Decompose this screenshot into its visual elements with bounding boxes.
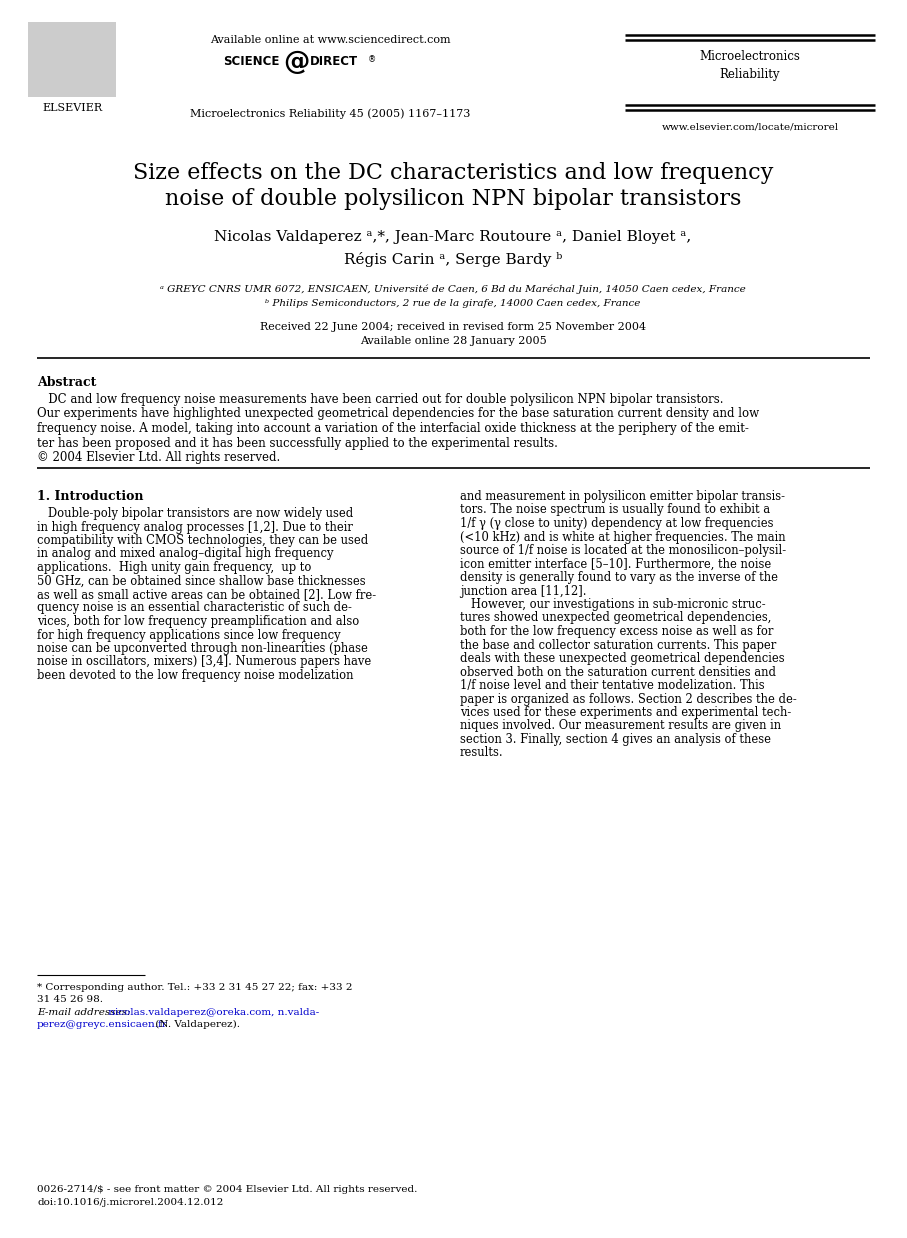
Text: as well as small active areas can be obtained [2]. Low fre-: as well as small active areas can be obt… <box>37 588 376 600</box>
Text: density is generally found to vary as the inverse of the: density is generally found to vary as th… <box>460 571 778 584</box>
Text: junction area [11,12].: junction area [11,12]. <box>460 584 587 598</box>
Text: DC and low frequency noise measurements have been carried out for double polysil: DC and low frequency noise measurements … <box>37 392 724 406</box>
Text: compatibility with CMOS technologies, they can be used: compatibility with CMOS technologies, th… <box>37 534 368 547</box>
Text: in high frequency analog processes [1,2]. Due to their: in high frequency analog processes [1,2]… <box>37 520 353 534</box>
Text: Abstract: Abstract <box>37 376 96 389</box>
Text: paper is organized as follows. Section 2 describes the de-: paper is organized as follows. Section 2… <box>460 692 796 706</box>
Text: ELSEVIER: ELSEVIER <box>42 103 102 113</box>
Text: Microelectronics Reliability 45 (2005) 1167–1173: Microelectronics Reliability 45 (2005) 1… <box>190 108 470 119</box>
Text: 0026-2714/$ - see front matter © 2004 Elsevier Ltd. All rights reserved.: 0026-2714/$ - see front matter © 2004 El… <box>37 1185 417 1193</box>
Text: Available online 28 January 2005: Available online 28 January 2005 <box>359 335 546 345</box>
Text: 31 45 26 98.: 31 45 26 98. <box>37 995 103 1004</box>
Text: results.: results. <box>460 747 503 759</box>
Text: in analog and mixed analog–digital high frequency: in analog and mixed analog–digital high … <box>37 547 334 561</box>
Text: both for the low frequency excess noise as well as for: both for the low frequency excess noise … <box>460 625 774 638</box>
Text: Double-poly bipolar transistors are now widely used: Double-poly bipolar transistors are now … <box>37 508 353 520</box>
Text: @: @ <box>283 50 309 76</box>
Text: Our experiments have highlighted unexpected geometrical dependencies for the bas: Our experiments have highlighted unexpec… <box>37 407 759 421</box>
Text: niques involved. Our measurement results are given in: niques involved. Our measurement results… <box>460 719 781 733</box>
Text: vices, both for low frequency preamplification and also: vices, both for low frequency preamplifi… <box>37 615 359 628</box>
Bar <box>28 22 116 97</box>
Text: Microelectronics
Reliability: Microelectronics Reliability <box>699 50 801 80</box>
Text: been devoted to the low frequency noise modelization: been devoted to the low frequency noise … <box>37 669 354 682</box>
Text: www.elsevier.com/locate/microrel: www.elsevier.com/locate/microrel <box>661 123 839 131</box>
Text: 1/f γ (γ close to unity) dependency at low frequencies: 1/f γ (γ close to unity) dependency at l… <box>460 517 774 530</box>
Text: 1/f noise level and their tentative modelization. This: 1/f noise level and their tentative mode… <box>460 678 765 692</box>
Text: However, our investigations in sub-micronic struc-: However, our investigations in sub-micro… <box>460 598 766 612</box>
Text: Received 22 June 2004; received in revised form 25 November 2004: Received 22 June 2004; received in revis… <box>260 322 646 332</box>
Text: (N. Valdaperez).: (N. Valdaperez). <box>152 1020 240 1029</box>
Text: DIRECT: DIRECT <box>310 54 358 68</box>
Text: (<10 kHz) and is white at higher frequencies. The main: (<10 kHz) and is white at higher frequen… <box>460 531 785 543</box>
Text: 1. Introduction: 1. Introduction <box>37 490 143 503</box>
Text: nicolas.valdaperez@oreka.com, n.valda-: nicolas.valdaperez@oreka.com, n.valda- <box>105 1008 319 1016</box>
Text: ter has been proposed and it has been successfully applied to the experimental r: ter has been proposed and it has been su… <box>37 437 558 449</box>
Text: Régis Carin ᵃ, Serge Bardy ᵇ: Régis Carin ᵃ, Serge Bardy ᵇ <box>344 253 562 267</box>
Text: section 3. Finally, section 4 gives an analysis of these: section 3. Finally, section 4 gives an a… <box>460 733 771 747</box>
Text: ®: ® <box>368 54 376 64</box>
Text: observed both on the saturation current densities and: observed both on the saturation current … <box>460 666 776 678</box>
Text: perez@greyc.ensicaen.fr: perez@greyc.ensicaen.fr <box>37 1020 168 1029</box>
Text: deals with these unexpected geometrical dependencies: deals with these unexpected geometrical … <box>460 652 785 665</box>
Text: tures showed unexpected geometrical dependencies,: tures showed unexpected geometrical depe… <box>460 612 771 624</box>
Text: doi:10.1016/j.microrel.2004.12.012: doi:10.1016/j.microrel.2004.12.012 <box>37 1198 223 1207</box>
Text: vices used for these experiments and experimental tech-: vices used for these experiments and exp… <box>460 706 791 719</box>
Text: tors. The noise spectrum is usually found to exhibit a: tors. The noise spectrum is usually foun… <box>460 504 770 516</box>
Text: icon emitter interface [5–10]. Furthermore, the noise: icon emitter interface [5–10]. Furthermo… <box>460 557 771 571</box>
Text: quency noise is an essential characteristic of such de-: quency noise is an essential characteris… <box>37 602 352 614</box>
Text: noise in oscillators, mixers) [3,4]. Numerous papers have: noise in oscillators, mixers) [3,4]. Num… <box>37 655 371 669</box>
Text: source of 1/f noise is located at the monosilicon–polysil-: source of 1/f noise is located at the mo… <box>460 543 786 557</box>
Text: SCIENCE: SCIENCE <box>224 54 280 68</box>
Text: Nicolas Valdaperez ᵃ,*, Jean-Marc Routoure ᵃ, Daniel Bloyet ᵃ,: Nicolas Valdaperez ᵃ,*, Jean-Marc Routou… <box>214 230 692 244</box>
Text: * Corresponding author. Tel.: +33 2 31 45 27 22; fax: +33 2: * Corresponding author. Tel.: +33 2 31 4… <box>37 983 353 992</box>
Text: 50 GHz, can be obtained since shallow base thicknesses: 50 GHz, can be obtained since shallow ba… <box>37 574 366 588</box>
Text: E-mail addresses:: E-mail addresses: <box>37 1008 131 1016</box>
Text: applications.  High unity gain frequency,  up to: applications. High unity gain frequency,… <box>37 561 311 574</box>
Text: and measurement in polysilicon emitter bipolar transis-: and measurement in polysilicon emitter b… <box>460 490 785 503</box>
Text: the base and collector saturation currents. This paper: the base and collector saturation curren… <box>460 639 776 651</box>
Text: Available online at www.sciencedirect.com: Available online at www.sciencedirect.co… <box>210 35 450 45</box>
Text: for high frequency applications since low frequency: for high frequency applications since lo… <box>37 629 341 641</box>
Text: noise of double polysilicon NPN bipolar transistors: noise of double polysilicon NPN bipolar … <box>165 188 741 210</box>
Text: ᵃ GREYC CNRS UMR 6072, ENSICAEN, Université de Caen, 6 Bd du Maréchal Juin, 1405: ᵃ GREYC CNRS UMR 6072, ENSICAEN, Univers… <box>161 285 746 295</box>
Text: © 2004 Elsevier Ltd. All rights reserved.: © 2004 Elsevier Ltd. All rights reserved… <box>37 451 280 464</box>
Text: ᵇ Philips Semiconductors, 2 rue de la girafe, 14000 Caen cedex, France: ᵇ Philips Semiconductors, 2 rue de la gi… <box>266 300 640 308</box>
Text: noise can be upconverted through non-linearities (phase: noise can be upconverted through non-lin… <box>37 643 368 655</box>
Text: Size effects on the DC characteristics and low frequency: Size effects on the DC characteristics a… <box>132 162 773 184</box>
Text: frequency noise. A model, taking into account a variation of the interfacial oxi: frequency noise. A model, taking into ac… <box>37 422 749 435</box>
